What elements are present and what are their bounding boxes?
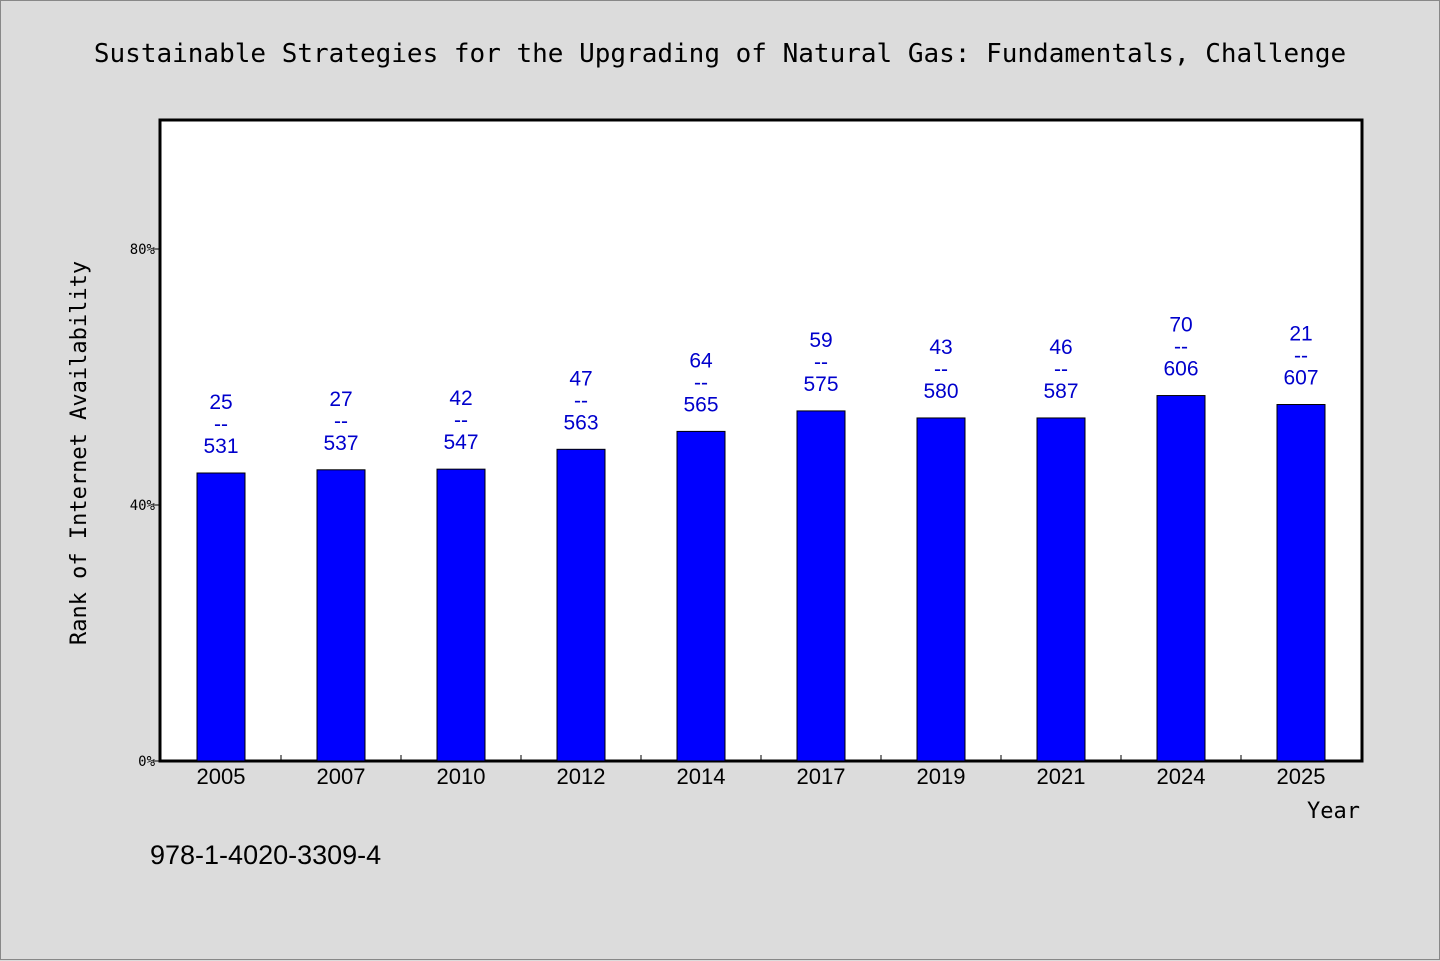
bar <box>1036 417 1086 762</box>
x-tick-label: 2010 <box>437 764 486 789</box>
x-tick-label: 2005 <box>197 764 246 789</box>
bar-data-label: 580 <box>923 380 958 403</box>
bar <box>676 430 726 762</box>
bar <box>316 469 366 762</box>
bar-data-label: 563 <box>563 411 598 434</box>
bar-data-label: 587 <box>1043 380 1078 403</box>
chart-title: Sustainable Strategies for the Upgrading… <box>94 39 1346 69</box>
bar <box>916 417 966 762</box>
bar-data-label: -- <box>694 371 708 394</box>
bar-data-label: 606 <box>1163 358 1198 381</box>
bar-data-label: 70 <box>1169 314 1192 337</box>
bar <box>796 410 846 762</box>
bar-data-label: 64 <box>689 349 713 372</box>
bar <box>1276 404 1326 762</box>
x-axis: 2005 2007 2010 2012 2014 2017 2019 2021 2024 2025 <box>197 755 1326 789</box>
bar-data-label: 25 <box>209 391 232 414</box>
bar-data-label: 607 <box>1283 367 1318 390</box>
bar-data-label: 47 <box>569 367 592 390</box>
bar-data-label: 575 <box>803 373 838 396</box>
y-tick-label: 80% <box>130 242 156 258</box>
bar-data-label: 46 <box>1049 336 1072 359</box>
bar-data-label: -- <box>574 389 588 412</box>
x-tick-label: 2025 <box>1277 764 1326 789</box>
bar-data-label: 537 <box>323 432 358 455</box>
bar-data-label: -- <box>814 351 828 374</box>
x-axis-label: Year <box>1307 799 1360 824</box>
bar-data-label: 565 <box>683 393 718 416</box>
x-tick-label: 2024 <box>1157 764 1206 789</box>
x-tick-label: 2019 <box>917 764 966 789</box>
bar-data-label: -- <box>454 409 468 432</box>
bar-data-label: 43 <box>929 336 952 359</box>
bar-data-label: 531 <box>203 435 238 458</box>
bar-data-label: 42 <box>449 387 472 410</box>
bar-data-label: -- <box>1294 345 1308 368</box>
bar-data-label: -- <box>1174 336 1188 359</box>
bar-data-label: -- <box>214 413 228 436</box>
x-tick-label: 2021 <box>1037 764 1086 789</box>
bar <box>196 472 246 762</box>
bar <box>436 468 486 762</box>
y-tick-label: 40% <box>130 498 156 514</box>
bar-data-label: -- <box>934 358 948 381</box>
y-axis-label: Rank of Internet Availability <box>67 261 92 645</box>
bar-series <box>196 395 1326 762</box>
bar-data-label: 27 <box>329 388 352 411</box>
y-axis: 0% 40% 80% <box>130 242 161 770</box>
bar <box>1156 395 1206 762</box>
x-tick-label: 2007 <box>317 764 366 789</box>
bar <box>556 448 606 762</box>
x-tick-label: 2014 <box>677 764 726 789</box>
y-tick-label: 0% <box>138 754 155 770</box>
bar-data-label: 59 <box>809 329 832 352</box>
bar-data-label: 21 <box>1289 323 1312 346</box>
bar-data-label: 547 <box>443 431 478 454</box>
bar-data-label: -- <box>1054 358 1068 381</box>
bar-data-label: -- <box>334 410 348 433</box>
x-tick-label: 2017 <box>797 764 846 789</box>
data-labels: 25--53127--53742--54747--56364--56559--5… <box>203 314 1318 458</box>
isbn-footer: 978-1-4020-3309-4 <box>150 840 381 870</box>
x-tick-label: 2012 <box>557 764 606 789</box>
